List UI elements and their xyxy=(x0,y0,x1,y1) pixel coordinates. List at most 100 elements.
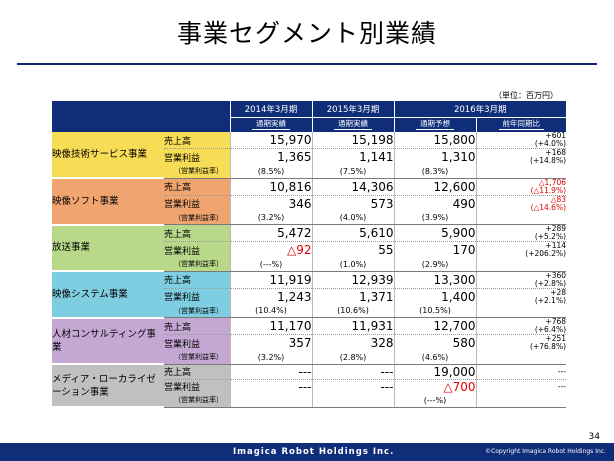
table-row: 営業利益 △92 55 170 +114 (+206.2%) xyxy=(52,241,567,258)
value-cell: 11,919 xyxy=(229,271,312,289)
header-row-subs: 通期実績 通期実績 通期予想 前年同期比 xyxy=(52,116,567,132)
value-cell: (4.0%) xyxy=(311,211,394,225)
table-row: 放送事業 売上高 5,472 5,610 5,900 +289 (+5.2%) xyxy=(52,224,567,272)
header-year: 2016年3月期 xyxy=(393,101,567,117)
value-cell: 573 xyxy=(311,195,394,212)
value-cell: (1.0%) xyxy=(311,258,394,272)
change-amount: +768 xyxy=(545,317,567,326)
value-cell: (8.3%) xyxy=(393,165,476,179)
value-cell: --- xyxy=(229,379,312,394)
value-cell: (2.8%) xyxy=(311,351,394,365)
segment-name: 映像システム事業 xyxy=(52,271,164,319)
value-cell: 13,300 xyxy=(393,271,476,289)
change-percent: (△14.6%) xyxy=(530,202,567,212)
change-cell: +114 (+206.2%) xyxy=(475,241,567,258)
header-corner xyxy=(52,101,230,132)
table-row: メディア・ローカライゼーション事業 売上高 --- --- 19,000 --- xyxy=(52,364,567,408)
value-cell: 15,198 xyxy=(311,132,394,149)
metric-label: 営業利益 xyxy=(164,379,230,394)
page-title: 事業セグメント別業績 xyxy=(176,19,437,48)
header-year: 2014年3月期 xyxy=(229,101,312,117)
change-cell xyxy=(475,211,567,225)
value-cell: 12,939 xyxy=(311,271,394,289)
header-sub: 通期実績 xyxy=(229,116,312,132)
metric-label: 営業利益 xyxy=(164,334,230,351)
segment-table-body: 映像技術サービス事業 売上高 15,970 15,198 15,800 +601 (+4.0… xyxy=(52,132,567,408)
metric-label: （営業利益率） xyxy=(164,258,230,272)
change-cell: +28 (+2.1%) xyxy=(475,287,567,305)
value-cell: △700 xyxy=(393,379,476,394)
value-cell: --- xyxy=(311,364,394,380)
change-cell: +768 (+6.4%) xyxy=(475,317,567,335)
value-cell: (10.4%) xyxy=(229,304,312,318)
change-amount: +114 xyxy=(545,241,567,250)
table-row: （営業利益率） (---%) xyxy=(52,394,567,408)
value-cell: 1,310 xyxy=(393,148,476,165)
change-cell xyxy=(475,351,567,365)
metric-label: （営業利益率） xyxy=(164,351,230,365)
change-cell: +289 (+5.2%) xyxy=(475,224,567,242)
metric-label: 売上高 xyxy=(164,224,230,242)
table-row: （営業利益率） (3.2%) (4.0%) (3.9%) xyxy=(52,211,567,225)
value-cell: (10.6%) xyxy=(311,304,394,318)
table-row: （営業利益率） (3.2%) (2.8%) (4.6%) xyxy=(52,351,567,365)
page-number: 34 xyxy=(588,432,600,442)
change-cell: +601 (+4.0%) xyxy=(475,132,567,149)
change-cell xyxy=(475,394,567,408)
value-cell: (8.5%) xyxy=(229,165,312,179)
change-cell xyxy=(475,304,567,318)
value-cell: 10,816 xyxy=(229,178,312,196)
header-row-years: 2014年3月期 2015年3月期 2016年3月期 xyxy=(52,101,567,132)
value-cell: 14,306 xyxy=(311,178,394,196)
copyright-text: ©Copyright Imagica Robot Holdings Inc. xyxy=(485,448,606,455)
value-cell: (4.6%) xyxy=(393,351,476,365)
segment-table: 2014年3月期 2015年3月期 2016年3月期 通期実績 通期実績 通期予… xyxy=(52,101,567,408)
value-cell: --- xyxy=(311,379,394,394)
change-percent: (+6.4%) xyxy=(534,325,567,334)
change-percent: (+206.2%) xyxy=(525,249,567,258)
segment-name: 映像技術サービス事業 xyxy=(52,132,164,179)
table-row: （営業利益率） (8.5%) (7.5%) (8.3%) xyxy=(52,165,567,179)
value-cell: 12,600 xyxy=(393,178,476,196)
metric-label: 営業利益 xyxy=(164,148,230,165)
change-percent: (+2.8%) xyxy=(534,278,567,288)
change-amount: +28 xyxy=(550,287,567,297)
table-row: （営業利益率） (---%) (1.0%) (2.9%) xyxy=(52,258,567,272)
value-cell: (---%) xyxy=(229,258,312,272)
change-cell: +168 (+14.8%) xyxy=(475,148,567,165)
segment-name: 放送事業 xyxy=(52,224,164,272)
footer-bar: Imagica Robot Holdings Inc. ©Copyright I… xyxy=(0,443,614,461)
value-cell: (2.9%) xyxy=(393,258,476,272)
change-cell: --- xyxy=(475,379,567,394)
value-cell xyxy=(311,394,394,408)
value-cell: (3.9%) xyxy=(393,211,476,225)
value-cell: 12,700 xyxy=(393,317,476,335)
header-sub: 前年同期比 xyxy=(475,116,567,132)
metric-label: 営業利益 xyxy=(164,241,230,258)
value-cell: 5,610 xyxy=(311,224,394,242)
value-cell: 1,243 xyxy=(229,288,312,305)
table-row: 営業利益 346 573 490 △83 (△14.6%) xyxy=(52,195,567,212)
value-cell: 1,141 xyxy=(311,148,394,165)
value-cell: 11,931 xyxy=(311,317,394,335)
value-cell: --- xyxy=(229,364,312,380)
table-row: 映像ソフト事業 売上高 10,816 14,306 12,600 △1,706 (△11.9… xyxy=(52,178,567,226)
change-percent: (+2.1%) xyxy=(534,295,567,305)
metric-label: 売上高 xyxy=(164,178,230,196)
change-percent: (+4.0%) xyxy=(534,139,567,148)
table-row: 営業利益 357 328 580 +251 (+76.8%) xyxy=(52,334,567,351)
metric-label: 売上高 xyxy=(164,364,230,380)
header-sub: 通期実績 xyxy=(311,116,394,132)
value-cell: 346 xyxy=(229,195,312,212)
change-amount: --- xyxy=(557,381,567,391)
table-row: 営業利益 --- --- △700 --- xyxy=(52,379,567,394)
change-amount: +168 xyxy=(545,148,567,157)
segment-name: 映像ソフト事業 xyxy=(52,178,164,226)
table-row: 映像システム事業 売上高 11,919 12,939 13,300 +360 (+2.8%) xyxy=(52,271,567,319)
value-cell: 5,900 xyxy=(393,224,476,242)
change-amount: +251 xyxy=(545,334,567,343)
unit-note: （単位：百万円） xyxy=(494,91,558,100)
value-cell: △92 xyxy=(229,241,312,258)
value-cell: 1,371 xyxy=(311,288,394,305)
change-cell: --- xyxy=(475,364,567,380)
